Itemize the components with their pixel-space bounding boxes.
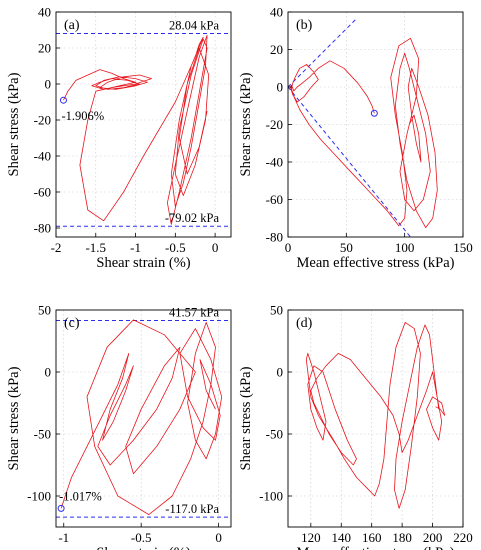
y-tick-label: 0 [45, 77, 52, 92]
y-tick-label: 20 [38, 41, 51, 56]
x-axis-label: Mean effective stress (kPa) [297, 545, 455, 550]
plot-area [56, 320, 231, 517]
x-tick-label: 0 [285, 240, 292, 255]
peak-stress-label: 41.57 kPa [169, 305, 219, 319]
y-tick-label: 0 [277, 80, 284, 95]
y-tick-label: -50 [34, 427, 51, 442]
x-axis-label: Shear strain (%) [96, 545, 190, 550]
y-tick-label: -80 [266, 230, 283, 245]
y-tick-label: 40 [38, 5, 51, 20]
x-tick-label: 200 [423, 530, 443, 545]
plot-area [288, 20, 437, 238]
peak-stress-label: 28.04 kPa [169, 19, 219, 33]
start-marker [371, 110, 377, 116]
panel-c: -1 -0.5 0 -100 -50 0 50 Shear strain (%) Shear s… [6, 303, 231, 550]
y-tick-label: -40 [34, 149, 51, 164]
plot-area [306, 322, 444, 508]
panel-label: (a) [64, 18, 80, 33]
x-tick-label: -1 [58, 530, 69, 545]
x-tick-label: 140 [332, 530, 352, 545]
x-tick-label: 0 [215, 530, 222, 545]
x-tick-label: -1 [130, 240, 141, 255]
y-tick-label: -20 [266, 117, 283, 132]
y-axis-label: Shear stress (kPa) [6, 366, 22, 470]
panel-a: -2 -1.5 -1 -0.5 0 -80 -60 -40 -20 0 20 40 Shear stra… [6, 5, 231, 272]
panel-label: (c) [64, 316, 80, 331]
peak-stress-label: -117.0 kPa [165, 502, 219, 516]
x-tick-label: 220 [453, 530, 473, 545]
y-tick-label: 0 [277, 365, 284, 380]
panel-d: 120 140 160 180 200 220 -100 -50 0 50 Mean effecti… [238, 303, 473, 550]
y-tick-label: -100 [259, 489, 283, 504]
x-tick-label: 0 [212, 240, 219, 255]
y-tick-label: 50 [270, 303, 283, 318]
y-tick-label: 40 [270, 5, 283, 20]
y-tick-label: -60 [34, 185, 51, 200]
series-line [64, 35, 209, 224]
y-tick-label: -100 [27, 489, 51, 504]
x-tick-label: 180 [392, 530, 412, 545]
y-tick-label: -80 [34, 221, 51, 236]
x-tick-label: 100 [395, 240, 415, 255]
panel-b: 0 50 100 150 -80 -60 -40 -20 0 20 40 Mean effective… [238, 5, 473, 272]
y-tick-label: -40 [266, 155, 283, 170]
x-axis-label: Shear strain (%) [96, 255, 190, 271]
panel-label: (d) [296, 316, 313, 331]
x-tick-label: 160 [362, 530, 382, 545]
x-tick-label: -0.5 [131, 530, 152, 545]
y-tick-label: -50 [266, 427, 283, 442]
x-tick-label: 50 [340, 240, 353, 255]
y-tick-label: 0 [45, 365, 52, 380]
panel-label: (b) [296, 18, 313, 33]
plot-area [56, 34, 231, 227]
y-axis-label: Shear stress (kPa) [238, 72, 254, 176]
series-line [306, 322, 444, 508]
y-axis-label: Shear stress (kPa) [6, 72, 22, 176]
y-tick-label: -20 [34, 113, 51, 128]
y-tick-label: 50 [38, 303, 51, 318]
x-tick-label: 120 [301, 530, 321, 545]
x-tick-label: 150 [453, 240, 473, 255]
x-axis-label: Mean effective stress (kPa) [297, 255, 455, 271]
series-line [61, 320, 222, 515]
y-tick-label: -60 [266, 192, 283, 207]
peak-stress-label: -79.02 kPa [165, 211, 220, 225]
start-marker [60, 97, 66, 103]
x-tick-label: -0.5 [165, 240, 186, 255]
start-strain-label: -1.906% [61, 109, 104, 123]
x-tick-label: -2 [51, 240, 62, 255]
y-axis-label: Shear stress (kPa) [238, 366, 254, 470]
y-tick-label: 20 [270, 42, 283, 57]
x-tick-label: -1.5 [85, 240, 106, 255]
start-strain-label: -1.017% [59, 489, 102, 503]
